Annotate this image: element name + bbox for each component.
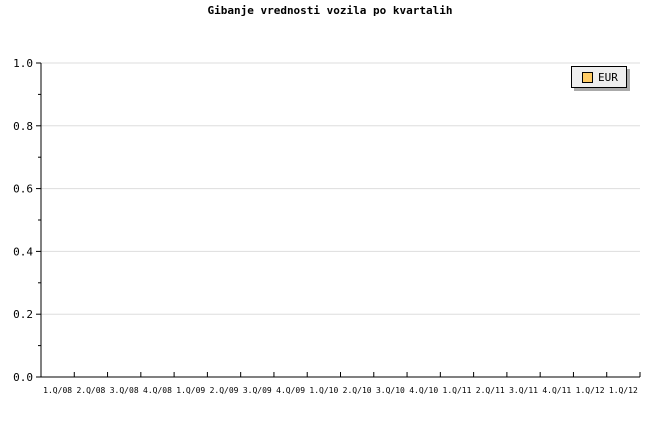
x-tick-label: 1.Q/10 xyxy=(309,386,338,395)
y-tick-label: 0.2 xyxy=(13,308,33,321)
y-tick-label: 0.4 xyxy=(13,245,33,258)
y-tick-label: 0.6 xyxy=(13,183,33,196)
x-tick-label: 1.Q/11 xyxy=(443,386,472,395)
x-tick-label: 2.Q/11 xyxy=(476,386,505,395)
x-tick-label: 1.Q/09 xyxy=(176,386,205,395)
x-tick-label: 3.Q/09 xyxy=(243,386,272,395)
x-tick-label: 4.Q/10 xyxy=(409,386,438,395)
y-tick-label: 0.0 xyxy=(13,371,33,384)
x-tick-label: 2.Q/08 xyxy=(76,386,105,395)
chart-title: Gibanje vrednosti vozila po kvartalih xyxy=(207,4,453,17)
x-tick-label: 3.Q/11 xyxy=(509,386,538,395)
x-tick-label: 4.Q/08 xyxy=(143,386,172,395)
legend-label-eur: EUR xyxy=(598,70,618,84)
y-tick-label: 1.0 xyxy=(13,57,33,70)
x-tick-label: 1.Q/12 xyxy=(576,386,605,395)
legend-swatch-eur xyxy=(582,71,593,83)
x-tick-label: 2.Q/09 xyxy=(210,386,239,395)
x-tick-label: 1.Q/12 xyxy=(609,386,638,395)
legend: EUR xyxy=(571,66,627,88)
x-tick-label: 3.Q/10 xyxy=(376,386,405,395)
x-tick-label: 1.Q/08 xyxy=(43,386,72,395)
x-tick-label: 4.Q/09 xyxy=(276,386,305,395)
y-tick-label: 0.8 xyxy=(13,120,33,133)
x-tick-label: 3.Q/08 xyxy=(110,386,139,395)
x-tick-label: 4.Q/11 xyxy=(542,386,571,395)
x-tick-label: 2.Q/10 xyxy=(343,386,372,395)
